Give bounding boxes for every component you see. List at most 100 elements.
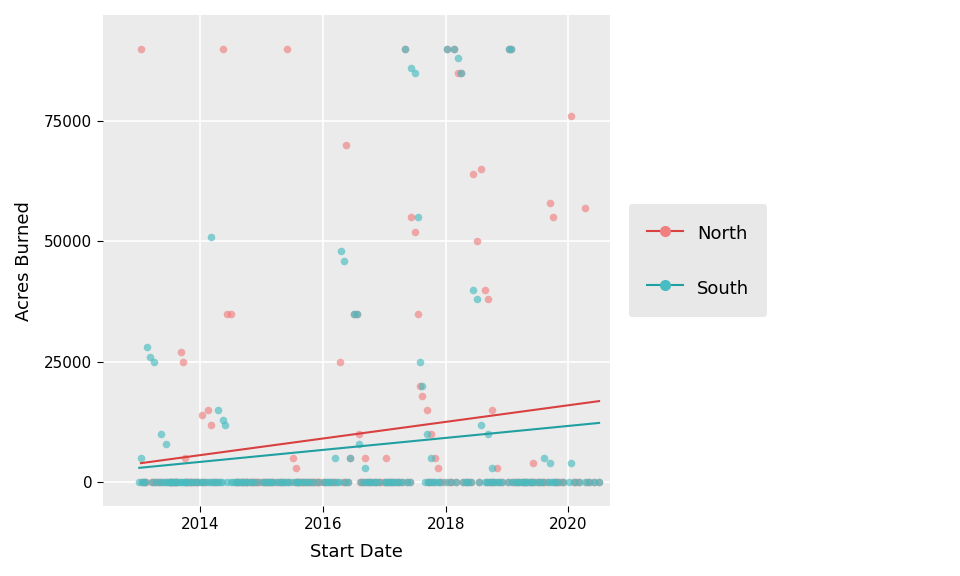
Point <box>167 478 182 487</box>
Point <box>228 478 243 487</box>
Point <box>548 478 564 487</box>
Point <box>444 478 459 487</box>
Point <box>288 478 303 487</box>
Point <box>333 247 348 256</box>
Point <box>553 478 568 487</box>
Point <box>210 478 226 487</box>
Point <box>395 478 410 487</box>
Point <box>581 478 596 487</box>
Point <box>244 478 259 487</box>
Point <box>372 478 387 487</box>
Point <box>157 478 173 487</box>
Point <box>419 406 434 415</box>
Point <box>516 478 532 487</box>
Point <box>269 478 284 487</box>
Point <box>446 44 462 54</box>
Point <box>500 478 516 487</box>
Point <box>390 478 405 487</box>
Point <box>464 478 479 487</box>
Point <box>545 213 561 222</box>
Point <box>238 478 253 487</box>
Point <box>418 478 433 487</box>
Point <box>209 478 225 487</box>
Point <box>198 478 213 487</box>
Point <box>512 478 527 487</box>
Point <box>587 478 602 487</box>
Point <box>301 478 317 487</box>
Point <box>170 478 185 487</box>
Point <box>369 478 384 487</box>
Point <box>178 454 193 463</box>
Point <box>571 478 587 487</box>
Point <box>347 309 362 319</box>
Point <box>579 478 594 487</box>
Point <box>465 285 480 294</box>
Point <box>185 478 201 487</box>
Point <box>510 478 525 487</box>
Point <box>327 478 343 487</box>
Point <box>219 309 234 319</box>
Point <box>302 478 318 487</box>
Point <box>503 44 518 54</box>
Point <box>550 478 565 487</box>
Point <box>231 478 247 487</box>
Point <box>132 478 147 487</box>
Point <box>321 478 336 487</box>
Point <box>194 410 209 419</box>
Point <box>272 478 287 487</box>
Point <box>167 478 182 487</box>
Point <box>288 463 303 472</box>
Point <box>522 478 538 487</box>
Point <box>347 309 362 319</box>
Point <box>244 478 259 487</box>
Point <box>161 478 177 487</box>
Point <box>287 478 302 487</box>
Point <box>177 478 192 487</box>
Point <box>433 478 448 487</box>
Point <box>179 478 194 487</box>
Point <box>382 478 397 487</box>
Point <box>204 478 220 487</box>
Point <box>279 478 295 487</box>
Point <box>540 478 556 487</box>
Point <box>234 478 250 487</box>
Point <box>226 478 241 487</box>
Point <box>200 478 215 487</box>
Point <box>261 478 276 487</box>
Point <box>378 478 394 487</box>
Point <box>295 478 310 487</box>
Point <box>272 478 287 487</box>
Point <box>151 478 166 487</box>
Point <box>333 357 348 366</box>
Point <box>517 478 533 487</box>
Point <box>395 478 410 487</box>
Point <box>384 478 399 487</box>
Point <box>174 348 189 357</box>
Point <box>203 478 218 487</box>
Point <box>564 112 579 121</box>
Point <box>461 478 476 487</box>
Point <box>219 478 234 487</box>
Point <box>292 478 307 487</box>
Point <box>373 478 389 487</box>
Point <box>535 478 550 487</box>
Point <box>256 478 272 487</box>
Point <box>364 478 379 487</box>
Point <box>318 478 333 487</box>
Point <box>338 478 353 487</box>
Point <box>425 478 441 487</box>
Point <box>492 478 507 487</box>
Point <box>325 478 341 487</box>
Point <box>147 357 162 366</box>
Point <box>510 478 525 487</box>
Point <box>182 478 198 487</box>
Point <box>525 478 540 487</box>
Point <box>477 285 492 294</box>
Point <box>198 478 213 487</box>
Point <box>482 478 497 487</box>
Point <box>133 44 149 54</box>
Point <box>164 478 180 487</box>
Point <box>218 420 233 429</box>
Point <box>532 478 547 487</box>
Point <box>512 478 527 487</box>
